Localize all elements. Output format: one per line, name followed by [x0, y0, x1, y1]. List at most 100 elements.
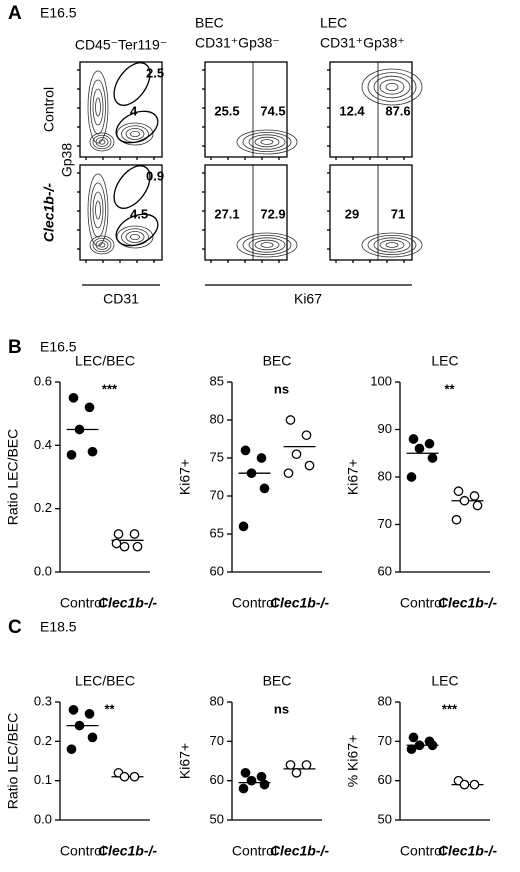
contour [98, 139, 106, 145]
y-tick-label: 80 [378, 693, 392, 708]
significance: ** [104, 701, 115, 716]
gate [113, 62, 151, 106]
contour [95, 137, 109, 147]
contour [130, 130, 140, 138]
x-tick-label: Clec1b-/- [98, 843, 157, 859]
data-point [84, 402, 95, 413]
y-tick-label: 60 [378, 772, 392, 787]
column-header: CD45⁻Ter119⁻ [75, 37, 167, 53]
data-point [304, 460, 315, 471]
plot-frame [204, 164, 288, 261]
data-point [285, 760, 296, 770]
gate-value: 12.4 [339, 103, 365, 118]
x-tick-label: Clec1b-/- [438, 595, 497, 611]
significance: *** [102, 381, 118, 396]
column-header: CD31⁺Gp38⁻ [195, 35, 280, 51]
data-point [451, 514, 462, 525]
plot-frame [329, 164, 413, 261]
chart-title: LEC/BEC [75, 673, 135, 689]
contour [385, 83, 399, 92]
contour [367, 234, 417, 255]
contour [236, 232, 298, 258]
y-tick-label: 60 [378, 563, 392, 578]
column-header: CD31⁺Gp38⁺ [320, 35, 405, 51]
y-tick-label: 70 [378, 516, 392, 531]
significance: *** [442, 701, 458, 716]
row-label: Clec1b-/- [41, 183, 57, 242]
contour [379, 79, 405, 95]
y-tick-label: 60 [210, 772, 224, 787]
data-point [240, 767, 251, 778]
y-axis-label: Ki67+ [177, 743, 193, 779]
gate-value: 2.5 [146, 65, 164, 80]
data-point [406, 744, 417, 755]
significance: ns [274, 381, 289, 396]
data-point [87, 446, 98, 457]
y-axis-label: % Ki67+ [345, 735, 361, 788]
data-point [459, 495, 470, 506]
x-axis-label: CD31 [103, 291, 139, 307]
contour [260, 139, 274, 145]
plot-frame [204, 61, 288, 158]
y-tick-label: 50 [378, 811, 392, 826]
contour [130, 233, 140, 241]
y-tick-label: 80 [378, 468, 392, 483]
y-tick-label: 70 [210, 733, 224, 748]
column-header: BEC [195, 15, 224, 31]
contour [125, 128, 145, 140]
gate-value: 27.1 [214, 206, 239, 221]
gate-value: 72.9 [260, 206, 285, 221]
data-point [246, 775, 257, 786]
gate-value: 4 [130, 103, 138, 118]
contour [116, 122, 154, 146]
panel-letter: A [8, 3, 22, 24]
data-point [427, 740, 438, 751]
contour [385, 242, 399, 248]
data-point [66, 744, 77, 755]
contour [116, 225, 154, 249]
gate-value: 0.9 [146, 168, 164, 183]
data-point [301, 430, 312, 441]
y-tick-label: 0.0 [34, 811, 52, 826]
chart-title: LEC/BEC [75, 353, 135, 369]
significance: ** [444, 381, 455, 396]
data-point [256, 771, 267, 782]
y-tick-label: 80 [210, 693, 224, 708]
contour [373, 237, 411, 253]
data-point [408, 434, 419, 444]
data-point [256, 453, 267, 463]
data-point [68, 705, 79, 715]
row-label: Control [41, 87, 57, 132]
stage-label: E16.5 [40, 339, 77, 355]
y-axis-label: Ki67+ [177, 459, 193, 495]
x-tick-label: Clec1b-/- [270, 595, 329, 611]
chart-title: LEC [431, 673, 458, 689]
y-axis-label: Gp38 [59, 143, 75, 177]
y-tick-label: 0.6 [34, 373, 52, 388]
data-point [453, 486, 464, 497]
plot-frame [79, 61, 163, 158]
x-tick-label: Control [400, 595, 445, 611]
gate-value: 71 [391, 206, 405, 221]
contour [367, 72, 417, 102]
contour [89, 235, 115, 255]
contour [373, 75, 411, 99]
data-point [259, 779, 270, 790]
data-point [129, 771, 140, 782]
y-axis-label: Ki67+ [345, 459, 361, 495]
y-tick-label: 0.3 [34, 693, 52, 708]
y-tick-label: 60 [210, 563, 224, 578]
gate [113, 165, 151, 209]
data-point [119, 541, 130, 552]
panel-letter: B [8, 337, 22, 358]
data-point [246, 468, 257, 479]
plot-frame [79, 164, 163, 261]
data-point [283, 468, 294, 479]
contour [248, 237, 286, 253]
contour [92, 237, 112, 253]
data-point [119, 771, 130, 782]
contour [95, 97, 101, 117]
x-tick-label: Control [232, 843, 277, 859]
contour [254, 239, 280, 251]
